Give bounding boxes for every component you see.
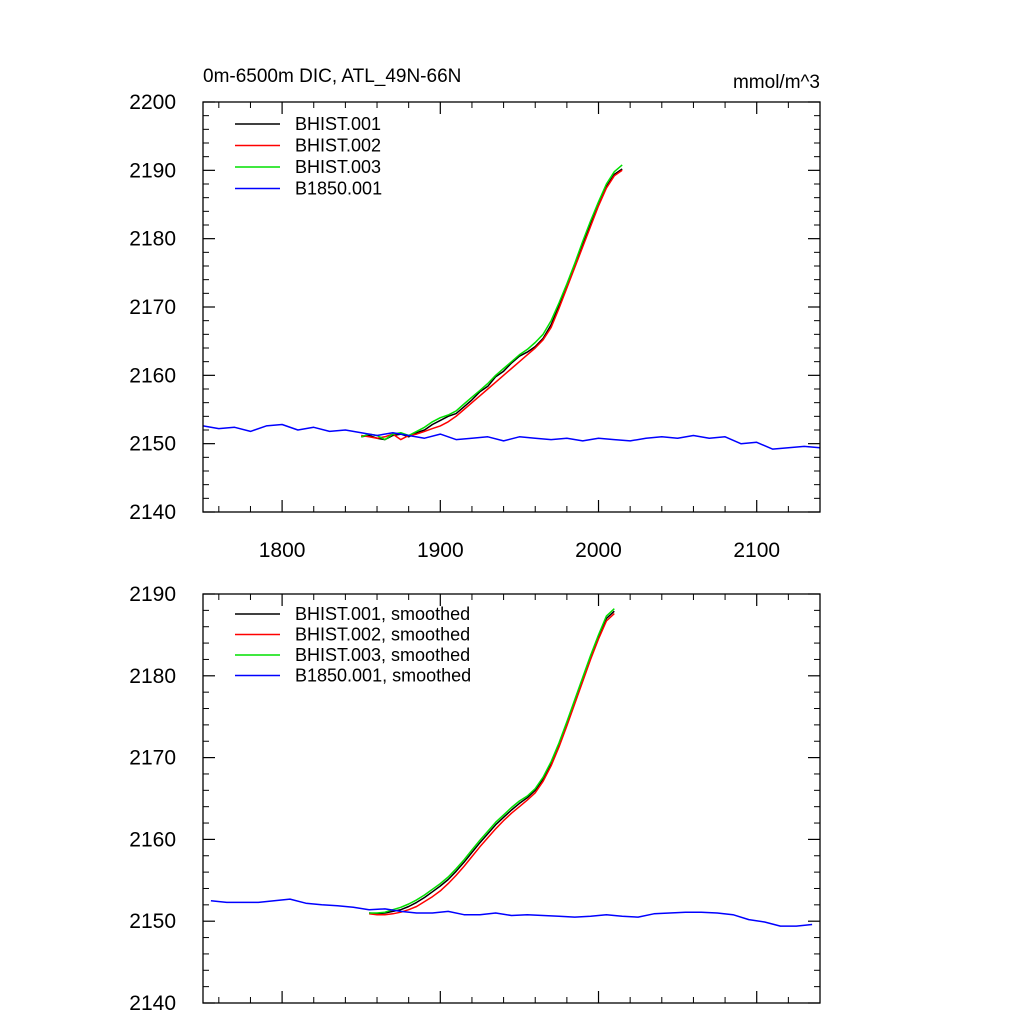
series-line-4 bbox=[210, 898, 813, 927]
legend-label: B1850.001 bbox=[295, 179, 382, 199]
legend-label: BHIST.002 bbox=[295, 136, 381, 156]
series-line-2 bbox=[369, 613, 615, 916]
y-tick-label: 2190 bbox=[129, 583, 176, 606]
y-tick-label: 2170 bbox=[129, 296, 176, 319]
figure-title: 0m-6500m DIC, ATL_49N-66N bbox=[203, 66, 461, 87]
x-tick-label: 2000 bbox=[575, 539, 622, 562]
legend-label: B1850.001, smoothed bbox=[295, 666, 471, 686]
y-tick-label: 2140 bbox=[129, 992, 176, 1015]
legend-label: BHIST.003 bbox=[295, 157, 381, 177]
legend-label: BHIST.002, smoothed bbox=[295, 625, 470, 645]
plot-frame bbox=[202, 101, 821, 513]
x-tick-label: 1800 bbox=[259, 539, 306, 562]
y-tick-label: 2170 bbox=[129, 747, 176, 770]
series-line-4 bbox=[202, 423, 821, 450]
series-line-2 bbox=[361, 169, 623, 441]
x-tick-label: 2100 bbox=[733, 539, 780, 562]
y-tick-label: 2150 bbox=[129, 910, 176, 933]
series-line-3 bbox=[360, 164, 623, 441]
y-tick-label: 2200 bbox=[129, 91, 176, 114]
panel-bottom: 2140 2150 2160 2170 2180 2190 BHIST.001, smoot… bbox=[129, 583, 821, 1015]
plot-frame bbox=[202, 593, 821, 1004]
series-line-3 bbox=[369, 608, 615, 914]
y-tick-label: 2190 bbox=[129, 159, 176, 182]
y-tick-label: 2180 bbox=[129, 665, 176, 688]
legend-label: BHIST.001 bbox=[295, 114, 381, 134]
panel-top: 1800 1900 2000 2100 2140 2150 2160 2170 2180 2190… bbox=[129, 91, 821, 562]
y-tick-label: 2150 bbox=[129, 433, 176, 456]
y-tick-label: 2160 bbox=[129, 828, 176, 851]
legend-label: BHIST.001, smoothed bbox=[295, 604, 470, 624]
y-tick-label: 2160 bbox=[129, 364, 176, 387]
legend-label: BHIST.003, smoothed bbox=[295, 645, 470, 665]
series-line-1 bbox=[361, 168, 623, 441]
figure-units: mmol/m^3 bbox=[733, 72, 820, 93]
y-tick-label: 2180 bbox=[129, 228, 176, 251]
x-tick-label: 1900 bbox=[417, 539, 464, 562]
y-tick-label: 2140 bbox=[129, 501, 176, 524]
